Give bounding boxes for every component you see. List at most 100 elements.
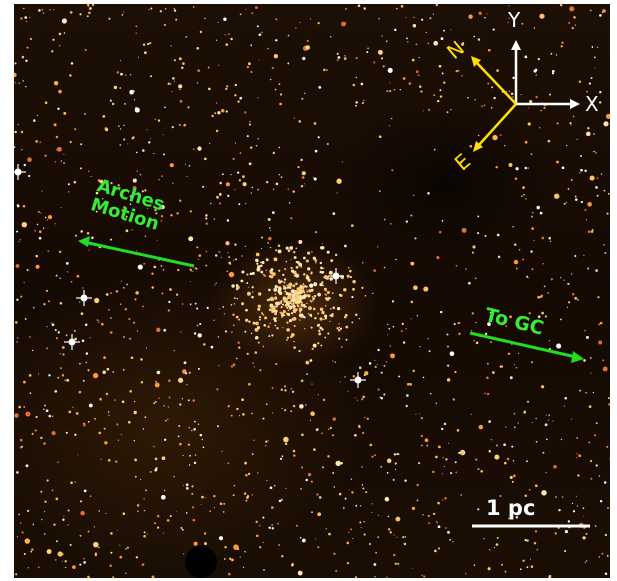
star — [173, 475, 175, 478]
star — [523, 193, 525, 196]
star — [291, 563, 294, 567]
star — [398, 453, 400, 455]
star — [333, 552, 336, 555]
star — [18, 82, 20, 84]
star — [269, 227, 271, 229]
star — [105, 293, 109, 296]
star — [415, 43, 418, 46]
star — [185, 36, 188, 38]
compass-y-label: Y — [508, 8, 521, 32]
star — [268, 288, 271, 292]
star — [422, 514, 424, 516]
star — [473, 564, 476, 566]
star — [544, 423, 548, 427]
star — [205, 250, 208, 253]
star — [335, 460, 341, 467]
star — [377, 246, 379, 248]
star — [194, 454, 197, 456]
star — [606, 212, 609, 215]
star — [302, 294, 307, 299]
star — [173, 80, 175, 82]
star — [533, 239, 535, 242]
star — [524, 55, 528, 59]
star — [442, 457, 444, 459]
star — [241, 302, 245, 306]
star — [282, 326, 284, 329]
star — [179, 403, 182, 406]
star — [250, 192, 253, 194]
star — [35, 264, 40, 269]
star — [256, 534, 259, 538]
star — [435, 402, 438, 405]
star — [542, 263, 544, 265]
star — [285, 260, 288, 263]
star — [443, 29, 445, 32]
star — [287, 285, 290, 288]
star — [196, 246, 199, 249]
star — [280, 300, 283, 303]
star — [100, 322, 104, 326]
star — [154, 208, 157, 212]
star — [305, 259, 309, 263]
star — [574, 296, 578, 300]
star — [284, 267, 287, 271]
star — [275, 249, 278, 252]
star — [580, 154, 582, 157]
compass-x-label: X — [585, 92, 599, 116]
star — [317, 292, 321, 297]
star — [262, 516, 265, 519]
star — [563, 202, 566, 205]
star — [123, 138, 126, 141]
bright-star — [350, 372, 366, 388]
star — [495, 444, 499, 447]
star — [597, 296, 600, 299]
star — [284, 385, 286, 388]
star — [218, 251, 221, 253]
star — [512, 96, 514, 98]
star — [205, 214, 208, 217]
star — [310, 326, 313, 329]
star — [604, 572, 608, 576]
star — [305, 275, 310, 280]
star — [169, 515, 172, 518]
star — [441, 72, 444, 75]
star — [411, 58, 415, 62]
star — [168, 379, 171, 383]
star — [606, 445, 609, 448]
star — [123, 124, 125, 127]
star — [560, 45, 563, 48]
star — [168, 300, 171, 304]
star — [116, 423, 119, 426]
star — [601, 11, 604, 14]
star — [256, 326, 261, 330]
star — [551, 70, 555, 73]
star — [278, 173, 281, 176]
star — [295, 265, 299, 269]
star — [420, 434, 424, 438]
star — [491, 86, 494, 89]
star — [60, 160, 63, 162]
star — [475, 458, 478, 461]
star — [225, 182, 230, 187]
star — [183, 484, 185, 486]
star — [378, 190, 381, 192]
star — [81, 339, 85, 342]
star — [175, 511, 177, 513]
star — [45, 289, 49, 293]
star — [228, 33, 230, 36]
star — [329, 277, 334, 281]
to-gc-arrow — [469, 331, 584, 363]
star — [321, 243, 324, 245]
star — [245, 8, 247, 10]
star — [175, 18, 178, 21]
star — [145, 489, 148, 492]
star — [96, 319, 99, 322]
star — [197, 423, 200, 425]
star — [255, 520, 258, 524]
star — [515, 267, 518, 270]
star — [119, 555, 123, 559]
star — [329, 426, 333, 430]
star — [335, 569, 338, 573]
star — [511, 480, 514, 483]
star — [513, 413, 516, 415]
